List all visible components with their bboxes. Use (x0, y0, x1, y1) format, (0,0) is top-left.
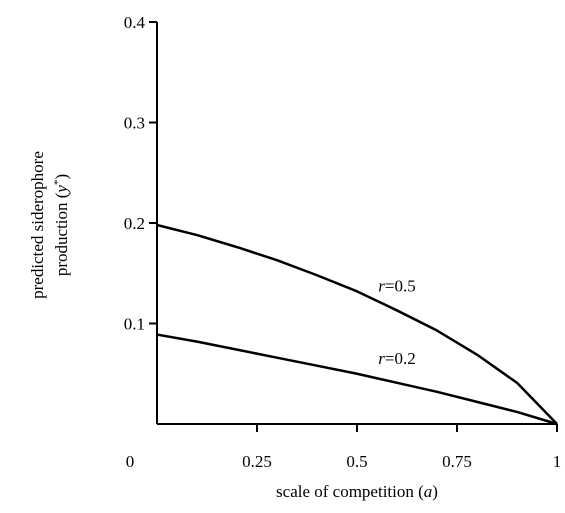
x-axis-label: scale of competition (a) (276, 482, 438, 501)
x-ticks: 0 0.25 0.5 0.75 1 (126, 424, 562, 471)
y-ticks: 0.1 0.2 0.3 0.4 (124, 13, 157, 334)
series-label-1: r=0.5 (378, 276, 415, 295)
y-tick-label: 0.2 (124, 214, 145, 233)
series-line-2 (156, 333, 558, 426)
y-tick-label: 0.3 (124, 114, 145, 133)
y-tick-label: 0.1 (124, 315, 145, 334)
plot-area: 0 0.25 0.5 0.75 1 0.1 0.2 0.3 0.4 r=0.5 r=0.2 (124, 13, 562, 471)
y-axis-label: predicted siderophore production (y*) (28, 151, 71, 299)
x-tick-label: 0.25 (242, 452, 272, 471)
x-tick-label: 0 (126, 452, 135, 471)
x-tick-label: 1 (553, 452, 562, 471)
y-tick-label: 0.4 (124, 13, 146, 32)
x-tick-label: 0.75 (442, 452, 472, 471)
x-tick-label: 0.5 (346, 452, 367, 471)
series-lines: r=0.5 r=0.2 (156, 223, 558, 426)
series-label-2: r=0.2 (378, 349, 415, 368)
y-axis-label-line2: production (y*) (52, 174, 71, 276)
y-axis-label-line1: predicted siderophore (28, 151, 47, 299)
series-line-1 (156, 223, 558, 425)
